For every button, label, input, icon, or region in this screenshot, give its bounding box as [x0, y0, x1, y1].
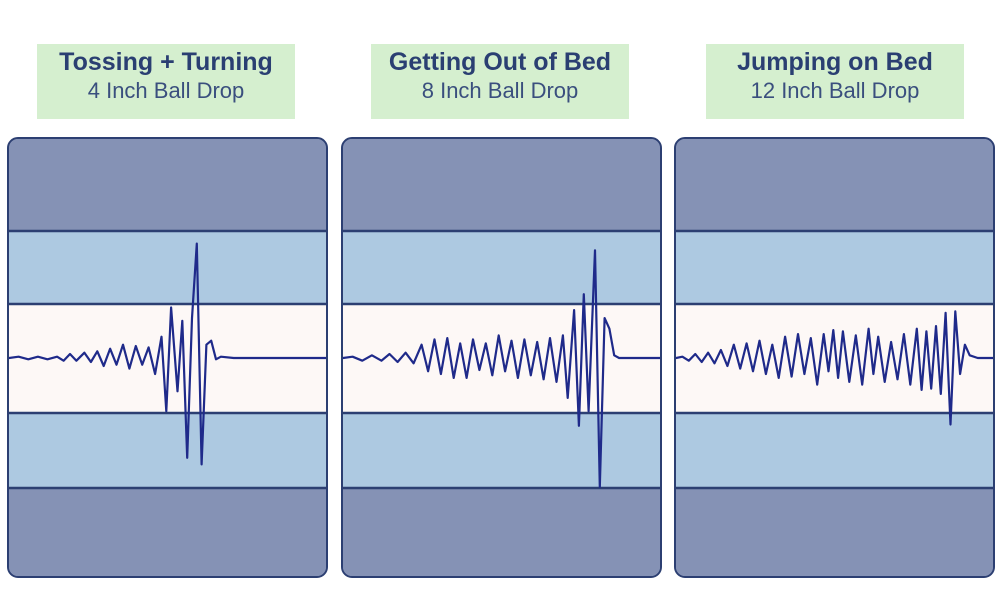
label-box-1: Tossing + Turning 4 Inch Ball Drop — [37, 44, 295, 119]
waveform-line — [676, 310, 993, 426]
waveform-line — [343, 249, 660, 489]
panel-subtitle-1: 4 Inch Ball Drop — [87, 78, 245, 103]
top-outer-band — [9, 139, 326, 231]
top-middle-band — [343, 231, 660, 304]
waveform-line — [9, 242, 326, 466]
panel-subtitle-3: 12 Inch Ball Drop — [750, 78, 920, 103]
chart-svg-2 — [343, 139, 660, 576]
label-box-3: Jumping on Bed 12 Inch Ball Drop — [706, 44, 964, 119]
top-middle-band — [9, 231, 326, 304]
panel-title-2: Getting Out of Bed — [388, 48, 612, 76]
label-box-2: Getting Out of Bed 8 Inch Ball Drop — [371, 44, 629, 119]
chart-panel-1 — [7, 137, 328, 578]
panel-title-1: Tossing + Turning — [59, 48, 273, 76]
top-outer-band — [343, 139, 660, 231]
bottom-outer-band — [343, 488, 660, 576]
bottom-middle-band — [343, 413, 660, 488]
top-middle-band — [676, 231, 993, 304]
bottom-outer-band — [9, 488, 326, 576]
bottom-outer-band — [676, 488, 993, 576]
panel-title-3: Jumping on Bed — [737, 48, 933, 76]
bottom-middle-band — [9, 413, 326, 488]
chart-svg-1 — [9, 139, 326, 576]
chart-svg-3 — [676, 139, 993, 576]
panel-subtitle-2: 8 Inch Ball Drop — [421, 78, 579, 103]
bottom-middle-band — [676, 413, 993, 488]
chart-panel-3 — [674, 137, 995, 578]
top-outer-band — [676, 139, 993, 231]
chart-panel-2 — [341, 137, 662, 578]
